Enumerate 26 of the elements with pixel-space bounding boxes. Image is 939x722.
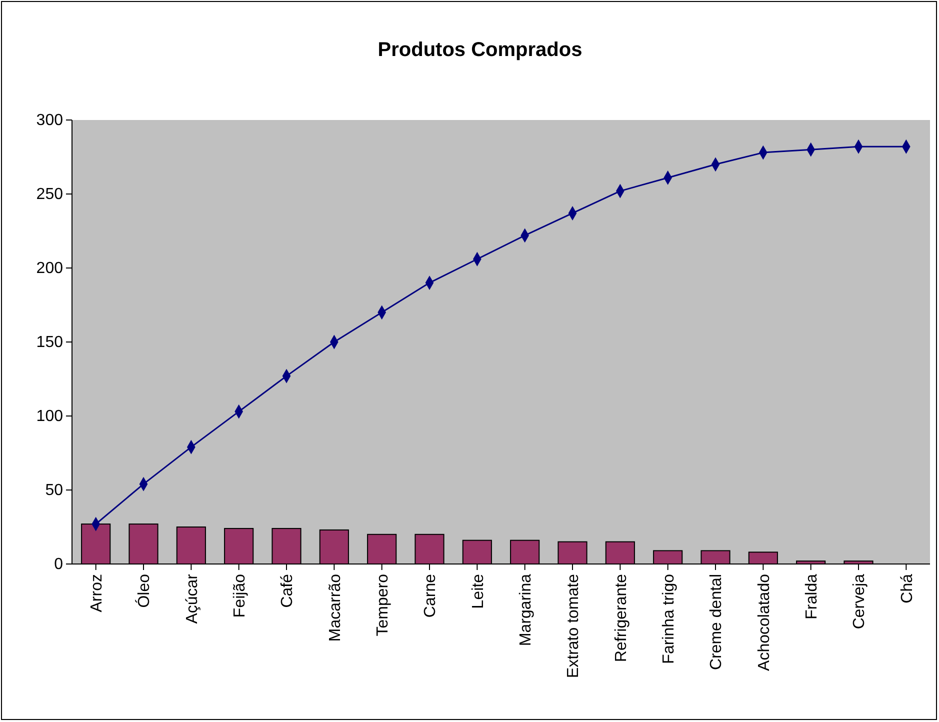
y-tick-label: 50 [45, 482, 64, 500]
x-tick-label: Tempero [374, 574, 392, 636]
y-tick-label: 150 [36, 334, 64, 352]
x-tick-label: Macarrão [326, 574, 344, 642]
x-tick-label: Café [279, 574, 296, 608]
x-tick-label: Extrato tomate [565, 574, 582, 678]
y-tick-label: 300 [36, 112, 64, 130]
x-tick-label: Arroz [88, 574, 106, 612]
x-tick-label: Feijão [231, 574, 248, 618]
x-tick-label: Creme dental [708, 574, 726, 670]
y-tick-label: 250 [36, 186, 64, 204]
x-tick-label: Carne [422, 574, 440, 618]
x-tick-label: Leite [470, 574, 487, 609]
x-tick-label: Chá [898, 574, 916, 604]
x-tick-label: Açúcar [184, 573, 201, 624]
x-tick-label: Margarina [517, 574, 534, 646]
x-tick-label: Óleo [135, 574, 154, 608]
x-tick-label: Fralda [803, 574, 820, 620]
x-tick-label: Farinha trigo [660, 574, 678, 664]
x-tick-label: Cerveja [851, 574, 868, 630]
chart-title: Produtos Comprados [378, 39, 582, 61]
y-tick-label: 100 [36, 408, 64, 426]
y-tick-label: 200 [36, 260, 64, 278]
x-tick-label: Refrigerante [612, 574, 630, 662]
x-tick-label: Achocolatado [756, 574, 773, 671]
y-tick-label: 0 [54, 556, 64, 574]
